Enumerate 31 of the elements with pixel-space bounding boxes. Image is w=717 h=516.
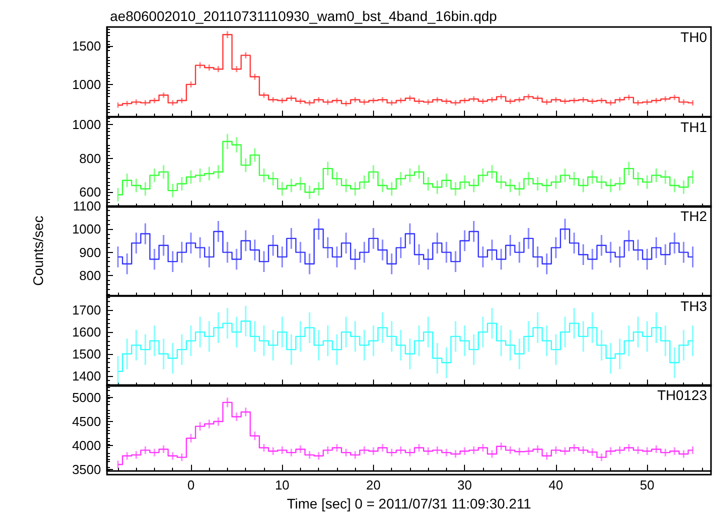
annotation: TH2 [680, 208, 708, 224]
y-tick-label: 5000 [72, 390, 101, 406]
y-tick-label: 1000 [72, 222, 101, 237]
x-tick-label: 50 [640, 478, 654, 494]
x-tick-label: 40 [548, 478, 564, 494]
annotation: TH0 [680, 29, 708, 45]
y-tick-label: 3500 [72, 462, 101, 478]
annotation: TH1 [680, 118, 708, 135]
y-tick-label: 1500 [72, 346, 101, 362]
y-axis-title: Counts/sec [30, 216, 46, 286]
y-tick-label: 4500 [72, 414, 101, 430]
x-tick-label: 30 [457, 478, 472, 494]
y-tick-label: 1100 [73, 198, 101, 214]
chart-title: ae806002010_20110731110930_wam0_bst_4band_16bin.qdp [110, 8, 498, 24]
y-tick-label: 4000 [72, 438, 101, 454]
y-tick-label: 900 [79, 244, 101, 260]
y-tick-label: 1000 [72, 76, 101, 92]
x-tick-label: 0 [187, 478, 195, 494]
y-tick-label: 1500 [72, 38, 101, 54]
y-tick-label: 1600 [72, 324, 101, 340]
x-axis-title: Time [sec] 0 = 2011/07/31 11:09:30.211 [286, 496, 532, 512]
x-tick-label: 10 [274, 478, 290, 494]
y-tick-label: 1700 [72, 302, 101, 318]
y-tick-label: 800 [79, 150, 101, 166]
annotation: TH0123 [657, 387, 708, 404]
y-tick-label: 800 [79, 268, 101, 284]
x-tick-label: 20 [366, 478, 381, 494]
annotation: TH3 [680, 298, 708, 314]
y-tick-label: 1400 [72, 368, 101, 384]
y-tick-label: 1000 [72, 116, 101, 132]
y-tick-label: 600 [79, 184, 101, 200]
